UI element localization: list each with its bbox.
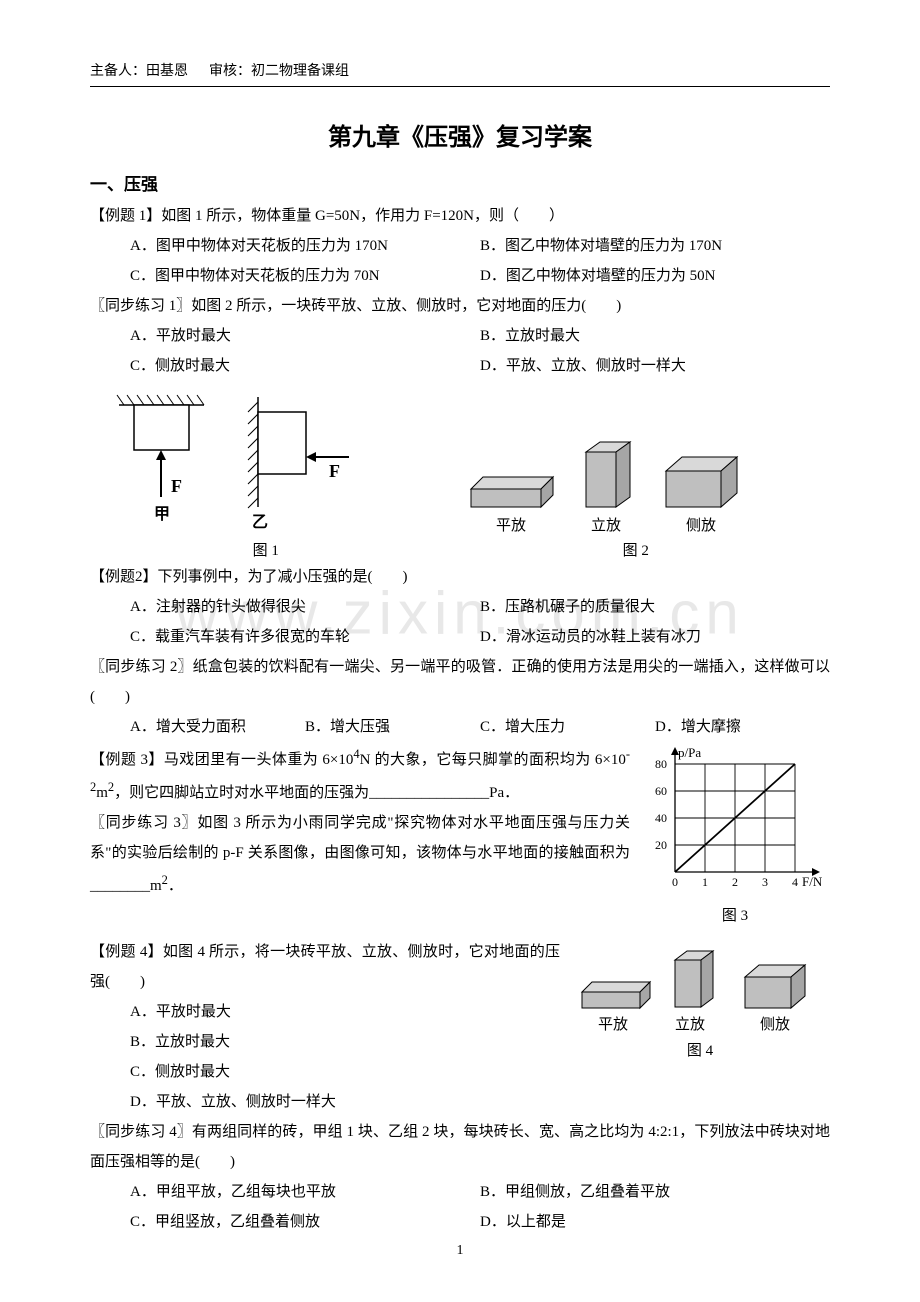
svg-text:乙: 乙 [252, 514, 268, 531]
figure-2: 平放 立放 侧放 [451, 422, 771, 537]
svg-text:4: 4 [792, 875, 798, 889]
p4-opt-d: D．以上都是 [480, 1207, 830, 1237]
page-header: 主备人：田基恩 审核：初二物理备课组 [90, 60, 830, 87]
page-number: 1 [0, 1243, 920, 1259]
p4-opt-b: B．甲组侧放，乙组叠着平放 [480, 1177, 830, 1207]
svg-text:立放: 立放 [675, 1016, 705, 1033]
p1-opt-c: C．侧放时最大 [130, 351, 480, 381]
svg-text:平放: 平放 [598, 1016, 628, 1033]
q1-stem: 【例题 1】如图 1 所示，物体重量 G=50N，作用力 F=120N，则（ ） [90, 201, 830, 231]
svg-text:p/Pa: p/Pa [678, 745, 701, 760]
svg-text:F: F [171, 476, 182, 496]
fig4-caption: 图 4 [570, 1039, 830, 1060]
p4-opt-c: C．甲组竖放，乙组叠着侧放 [130, 1207, 480, 1237]
p4-opt-a: A．甲组平放，乙组每块也平放 [130, 1177, 480, 1207]
q4-opt-c: C．侧放时最大 [130, 1057, 830, 1087]
q1-opt-b: B．图乙中物体对墙壁的压力为 170N [480, 231, 830, 261]
figure-3: 20 40 60 80 p/Pa 0 1 2 3 4 F/N [640, 742, 830, 902]
section-heading: 一、压强 [90, 170, 830, 195]
q2-opt-a: A．注射器的针头做得很尖 [130, 592, 480, 622]
figure-1: F 甲 F 乙 [99, 387, 359, 537]
page-title: 第九章《压强》复习学案 [90, 117, 830, 152]
fig2-label-li: 立放 [591, 517, 621, 534]
svg-text:40: 40 [655, 811, 667, 825]
figure-4: 平放 立放 侧放 [570, 937, 830, 1037]
p1-opt-a: A．平放时最大 [130, 321, 480, 351]
svg-text:0: 0 [672, 875, 678, 889]
p2-opt-b: B．增大压强 [305, 712, 480, 742]
q1-opt-a: A．图甲中物体对天花板的压力为 170N [130, 231, 480, 261]
reviewer-name: 初二物理备课组 [251, 64, 349, 79]
preparer-name: 田基恩 [146, 64, 188, 79]
p4-stem: 〖同步练习 4〗有两组同样的砖，甲组 1 块、乙组 2 块，每块砖长、宽、高之比… [90, 1117, 830, 1177]
fig2-label-ce: 侧放 [686, 517, 716, 534]
p2-stem: 〖同步练习 2〗纸盒包装的饮料配有一端尖、另一端平的吸管．正确的使用方法是用尖的… [90, 652, 830, 712]
svg-text:80: 80 [655, 757, 667, 771]
fig3-caption: 图 3 [640, 904, 830, 925]
svg-text:甲: 甲 [154, 505, 170, 523]
q2-opt-c: C．载重汽车装有许多很宽的车轮 [130, 622, 480, 652]
p1-opt-b: B．立放时最大 [480, 321, 830, 351]
q2-opt-d: D．滑冰运动员的冰鞋上装有冰刀 [480, 622, 830, 652]
p2-opt-c: C．增大压力 [480, 712, 655, 742]
q1-opt-c: C．图甲中物体对天花板的压力为 70N [130, 261, 480, 291]
fig1-caption: 图 1 [99, 539, 432, 560]
q2-stem: 【例题2】下列事例中，为了减小压强的是( ) [90, 562, 830, 592]
reviewer-label: 审核： [209, 64, 251, 79]
p2-opt-d: D．增大摩擦 [655, 712, 830, 742]
fig2-label-ping: 平放 [496, 517, 526, 534]
p1-stem: 〖同步练习 1〗如图 2 所示，一块砖平放、立放、侧放时，它对地面的压力( ) [90, 291, 830, 321]
preparer-label: 主备人： [90, 64, 146, 79]
svg-text:2: 2 [732, 875, 738, 889]
q4-opt-d: D．平放、立放、侧放时一样大 [130, 1087, 830, 1117]
p2-opt-a: A．增大受力面积 [130, 712, 305, 742]
svg-text:20: 20 [655, 838, 667, 852]
svg-text:F/N: F/N [802, 874, 823, 889]
q2-opt-b: B．压路机碾子的质量很大 [480, 592, 830, 622]
q1-opt-d: D．图乙中物体对墙壁的压力为 50N [480, 261, 830, 291]
svg-text:1: 1 [702, 875, 708, 889]
svg-text:3: 3 [762, 875, 768, 889]
fig2-caption: 图 2 [451, 539, 821, 560]
svg-text:F: F [329, 461, 340, 481]
svg-text:侧放: 侧放 [760, 1016, 790, 1033]
svg-text:60: 60 [655, 784, 667, 798]
p1-opt-d: D．平放、立放、侧放时一样大 [480, 351, 830, 381]
